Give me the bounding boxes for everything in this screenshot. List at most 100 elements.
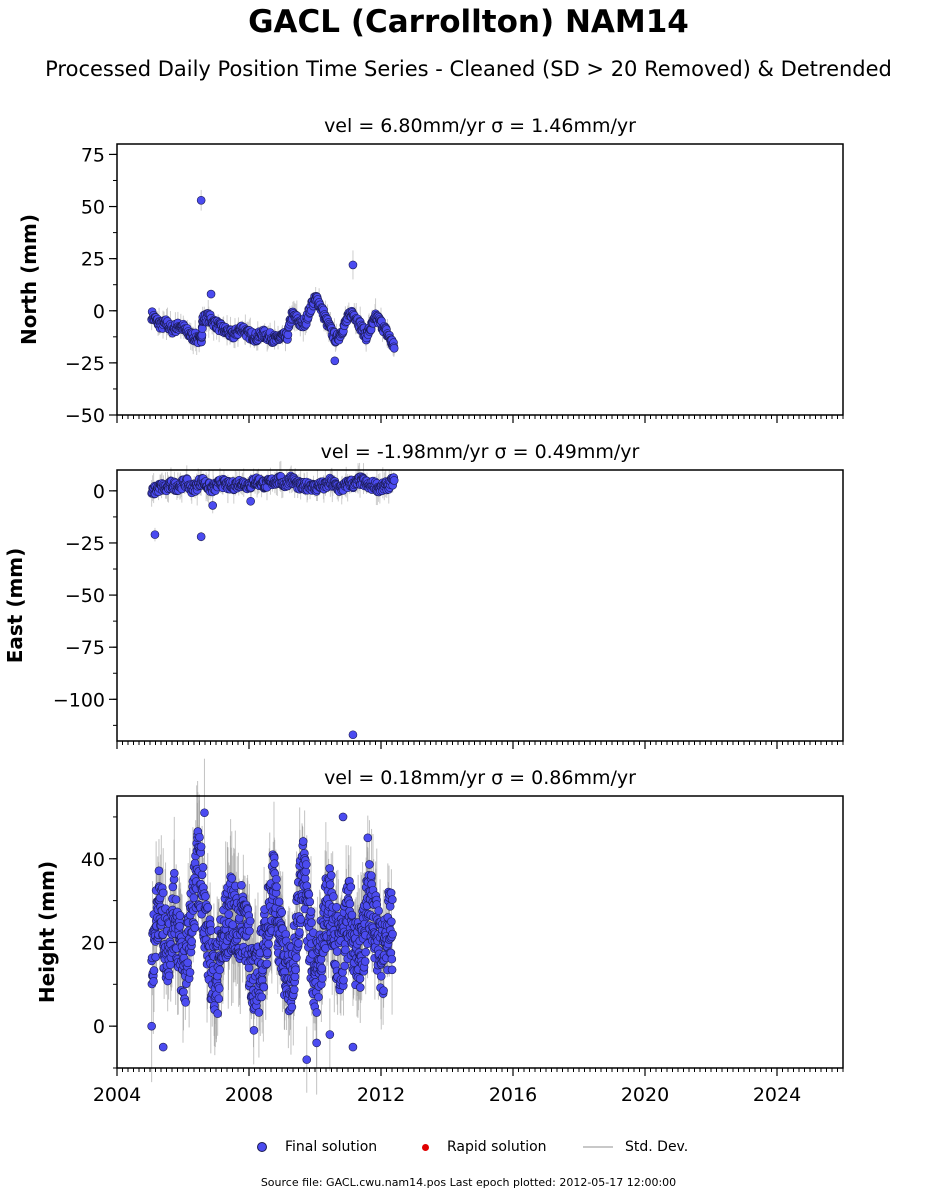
panel-2-data-point xyxy=(291,965,300,975)
panel-2-data-point xyxy=(355,983,365,992)
panel-2-data-point xyxy=(295,927,304,937)
panel-1-data-point xyxy=(150,530,160,539)
panel-2-data-point xyxy=(360,957,370,966)
legend-item-final: Final solution xyxy=(257,1136,377,1158)
panel-2-data-point xyxy=(332,947,342,956)
panel-2-data-point xyxy=(361,947,370,957)
panel-2-data-point xyxy=(175,911,185,920)
panel-2-data-point xyxy=(263,948,272,958)
page-title: GACL (Carrollton) NAM14 xyxy=(248,4,689,40)
panel-2-y-tick-label: 20 xyxy=(81,932,105,954)
panel-2-x-tick-label: 2012 xyxy=(357,1084,405,1106)
panel-2-data-point xyxy=(169,868,179,878)
page-subtitle: Processed Daily Position Time Series - C… xyxy=(45,57,892,81)
panel-2-data-point xyxy=(379,986,388,995)
panel-2-data-point xyxy=(294,938,303,948)
panel-2-data-point xyxy=(325,1030,335,1039)
panel-2-data-point xyxy=(355,974,365,983)
legend-label-final: Final solution xyxy=(285,1139,378,1155)
panel-2-data-point xyxy=(287,1002,297,1012)
panel-2-data-point xyxy=(213,1009,222,1018)
panel-0-data-point xyxy=(330,356,340,366)
panel-2-data-point xyxy=(376,971,386,981)
panel-1-y-tick-label: −50 xyxy=(65,585,105,607)
panel-2-data-point xyxy=(185,968,195,977)
panel-0-y-tick-label: −25 xyxy=(65,353,105,375)
panel-0-data-point xyxy=(389,343,399,353)
panel-2-data-point xyxy=(387,954,397,964)
panel-2-data-point xyxy=(365,860,374,869)
legend-item-std: Std. Dev. xyxy=(583,1136,688,1158)
panel-0-data-point xyxy=(283,330,293,340)
panel-2-data-point xyxy=(318,973,327,983)
panel-2-data-point xyxy=(181,998,190,1007)
panel-2-data-point xyxy=(367,871,376,880)
panel-2-data-point xyxy=(301,860,311,869)
legend-label-std: Std. Dev. xyxy=(625,1139,689,1155)
panel-2-data-point xyxy=(302,1055,312,1064)
panel-2-data-point xyxy=(339,975,348,985)
panel-1-ylabel: East (mm) xyxy=(3,548,27,664)
panel-2-data-point xyxy=(338,812,348,822)
panel-1-title: vel = -1.98mm/yr σ = 0.49mm/yr xyxy=(321,441,640,463)
panel-2-data-point xyxy=(325,880,335,889)
panel-2-data-point xyxy=(312,1008,321,1017)
panel-2-data-point xyxy=(166,960,175,969)
chart-canvas: vel = 6.80mm/yr σ = 1.46mm/yr North (mm) −… xyxy=(3,115,844,1106)
panel-2-data-point xyxy=(292,953,301,962)
panel-1-data-point xyxy=(196,532,206,542)
panel-2-data-point xyxy=(387,917,396,926)
panel-1-y-tick-label: −25 xyxy=(65,533,105,555)
panel-2-data-point xyxy=(259,982,269,992)
panel-2-y-tick-label: 0 xyxy=(93,1016,105,1038)
panel-2-data-point xyxy=(387,965,397,975)
panel-2-data-point xyxy=(296,915,306,924)
panel-2-x-tick-label: 2024 xyxy=(753,1084,801,1106)
panel-2-data-point xyxy=(314,992,323,1002)
panel-1-data-point xyxy=(389,476,399,485)
panel-2-data-point xyxy=(149,966,159,975)
panel-2-data-point xyxy=(203,903,213,912)
panel-2-data-point xyxy=(363,833,373,843)
panel-0-y-tick-label: 75 xyxy=(81,144,105,166)
panel-2-data-point xyxy=(340,961,350,971)
panel-2-data-point xyxy=(187,937,197,946)
panel-0-y-tick-label: 50 xyxy=(81,197,105,219)
panel-2-title: vel = 0.18mm/yr σ = 0.86mm/yr xyxy=(324,767,636,789)
panel-2-data-point xyxy=(289,985,299,994)
panel-2-data-point xyxy=(262,959,272,969)
panel-1-y-tick-label: 0 xyxy=(93,481,105,503)
panel-2-data-point xyxy=(312,1038,321,1048)
panel-2-data-point xyxy=(332,902,341,912)
panel-2-data-point xyxy=(257,992,267,1002)
panel-2-data-point xyxy=(214,994,224,1004)
panel-1-data-point xyxy=(208,501,217,510)
panel-2-data-point xyxy=(215,984,224,993)
legend-marker-rapid xyxy=(422,1143,429,1151)
panel-2-data-point xyxy=(215,965,225,975)
panel-2-data-point xyxy=(189,893,199,903)
panel-2-data-point xyxy=(224,910,234,919)
panel-2-data-point xyxy=(254,1008,264,1017)
panel-2-data-point xyxy=(201,892,210,901)
panel-2-ylabel: Height (mm) xyxy=(35,861,59,1003)
panel-0-data-point xyxy=(206,289,216,299)
panel-2-data-point xyxy=(307,918,316,928)
panel-0-ylabel: North (mm) xyxy=(17,214,41,345)
panel-2-data-point xyxy=(147,1021,156,1031)
panel-2-data-point xyxy=(347,910,357,920)
panel-2-x-tick-label: 2008 xyxy=(225,1084,273,1106)
panel-2-x-tick-label: 2016 xyxy=(489,1084,537,1106)
panel-2-data-point xyxy=(345,899,355,909)
legend-line-std xyxy=(583,1146,613,1148)
panel-2-data-point xyxy=(277,908,287,917)
panel-2-data-point xyxy=(195,832,204,842)
panel-0-title: vel = 6.80mm/yr σ = 1.46mm/yr xyxy=(324,115,636,137)
panel-2-data-point xyxy=(244,963,254,973)
panel-2-data-point xyxy=(171,895,181,904)
panel-2-data-point xyxy=(305,897,315,907)
panel-2-data-point xyxy=(300,874,310,883)
source-footer: Source file: GACL.cwu.nam14.pos Last epo… xyxy=(260,1176,677,1189)
panel-2-y-tick-label: 40 xyxy=(81,849,105,871)
panel-2-data-point xyxy=(346,882,356,892)
